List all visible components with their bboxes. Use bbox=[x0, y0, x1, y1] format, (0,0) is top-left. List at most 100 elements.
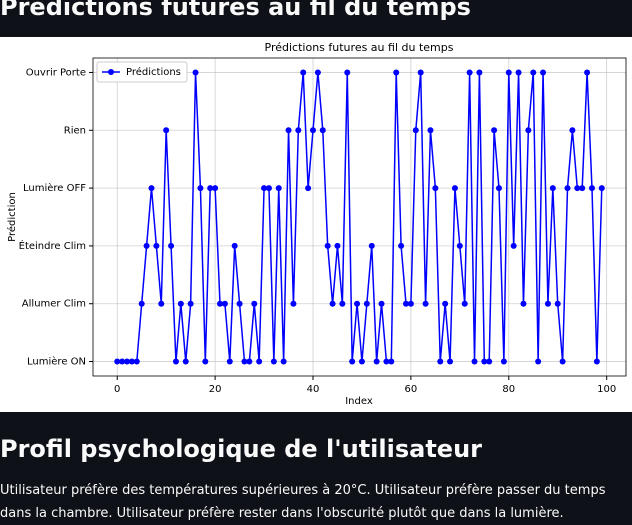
y-tick-label: Ouvrir Porte bbox=[26, 67, 86, 78]
x-tick-label: 60 bbox=[405, 384, 418, 395]
data-point bbox=[290, 300, 297, 307]
data-point bbox=[270, 358, 277, 365]
data-point bbox=[505, 69, 512, 76]
data-point bbox=[207, 185, 214, 192]
data-point bbox=[388, 358, 395, 365]
data-point bbox=[114, 358, 121, 365]
data-point bbox=[226, 358, 233, 365]
data-point bbox=[177, 300, 184, 307]
data-point bbox=[300, 69, 307, 76]
data-point bbox=[251, 300, 258, 307]
data-point bbox=[295, 127, 302, 134]
data-point bbox=[398, 242, 405, 249]
data-point bbox=[128, 358, 135, 365]
data-point bbox=[540, 69, 547, 76]
data-point bbox=[329, 300, 336, 307]
data-point bbox=[197, 185, 204, 192]
data-point bbox=[168, 242, 175, 249]
series-line bbox=[117, 72, 603, 363]
data-point bbox=[119, 358, 126, 365]
x-tick-label: 0 bbox=[114, 384, 120, 395]
data-point bbox=[202, 358, 209, 365]
data-point bbox=[407, 300, 414, 307]
data-point bbox=[148, 185, 155, 192]
data-point bbox=[432, 185, 439, 192]
section-heading: Profil psychologique de l'utilisateur bbox=[0, 435, 482, 463]
data-point bbox=[393, 69, 400, 76]
data-point bbox=[378, 300, 385, 307]
data-point bbox=[143, 242, 150, 249]
page-header: Prédictions futures au fil du temps bbox=[0, 0, 471, 21]
data-point bbox=[358, 358, 365, 365]
data-point bbox=[349, 358, 356, 365]
legend-marker bbox=[108, 69, 114, 75]
data-point bbox=[402, 300, 409, 307]
data-point bbox=[554, 300, 561, 307]
data-point bbox=[133, 358, 140, 365]
data-point bbox=[192, 69, 199, 76]
data-point bbox=[422, 300, 429, 307]
data-point bbox=[510, 242, 517, 249]
data-point bbox=[221, 300, 228, 307]
data-point bbox=[495, 185, 502, 192]
data-point bbox=[471, 358, 478, 365]
data-point bbox=[491, 127, 498, 134]
data-point bbox=[217, 300, 224, 307]
data-point bbox=[241, 358, 248, 365]
data-point bbox=[280, 358, 287, 365]
data-point bbox=[246, 358, 253, 365]
data-point bbox=[231, 242, 238, 249]
data-point bbox=[236, 300, 243, 307]
data-point bbox=[310, 127, 317, 134]
data-point bbox=[451, 185, 458, 192]
data-point bbox=[153, 242, 160, 249]
data-point bbox=[163, 127, 170, 134]
y-tick-label: Allumer Clim bbox=[22, 299, 86, 310]
data-point bbox=[447, 358, 454, 365]
data-point bbox=[324, 242, 331, 249]
data-point bbox=[559, 358, 566, 365]
data-point bbox=[172, 358, 179, 365]
data-point bbox=[525, 127, 532, 134]
data-point bbox=[354, 300, 361, 307]
data-point bbox=[182, 358, 189, 365]
y-tick-label: Lumière ON bbox=[27, 356, 86, 368]
data-point bbox=[363, 300, 370, 307]
data-point bbox=[442, 300, 449, 307]
data-point bbox=[417, 69, 424, 76]
data-point bbox=[261, 185, 268, 192]
data-point bbox=[344, 69, 351, 76]
data-point bbox=[486, 358, 493, 365]
data-point bbox=[187, 300, 194, 307]
x-axis-label: Index bbox=[345, 396, 373, 407]
data-point bbox=[564, 185, 571, 192]
data-point bbox=[138, 300, 145, 307]
data-point bbox=[476, 69, 483, 76]
data-point bbox=[574, 185, 581, 192]
legend-label: Prédictions bbox=[126, 66, 181, 78]
data-point bbox=[339, 300, 346, 307]
data-point bbox=[530, 69, 537, 76]
data-point bbox=[256, 358, 263, 365]
data-point bbox=[124, 358, 131, 365]
data-point bbox=[544, 300, 551, 307]
data-point bbox=[598, 185, 605, 192]
data-point bbox=[212, 185, 219, 192]
data-point bbox=[549, 185, 556, 192]
data-point bbox=[412, 127, 419, 134]
data-point bbox=[305, 185, 312, 192]
data-point bbox=[314, 69, 321, 76]
plot-frame bbox=[92, 57, 627, 377]
legend-box bbox=[96, 61, 188, 83]
data-point bbox=[373, 358, 380, 365]
data-point bbox=[588, 185, 595, 192]
data-point bbox=[285, 127, 292, 134]
data-point bbox=[520, 300, 527, 307]
data-point bbox=[427, 127, 434, 134]
x-tick-label: 20 bbox=[209, 384, 222, 395]
data-point bbox=[500, 358, 507, 365]
data-point bbox=[368, 242, 375, 249]
data-point bbox=[569, 127, 576, 134]
data-point bbox=[265, 185, 272, 192]
